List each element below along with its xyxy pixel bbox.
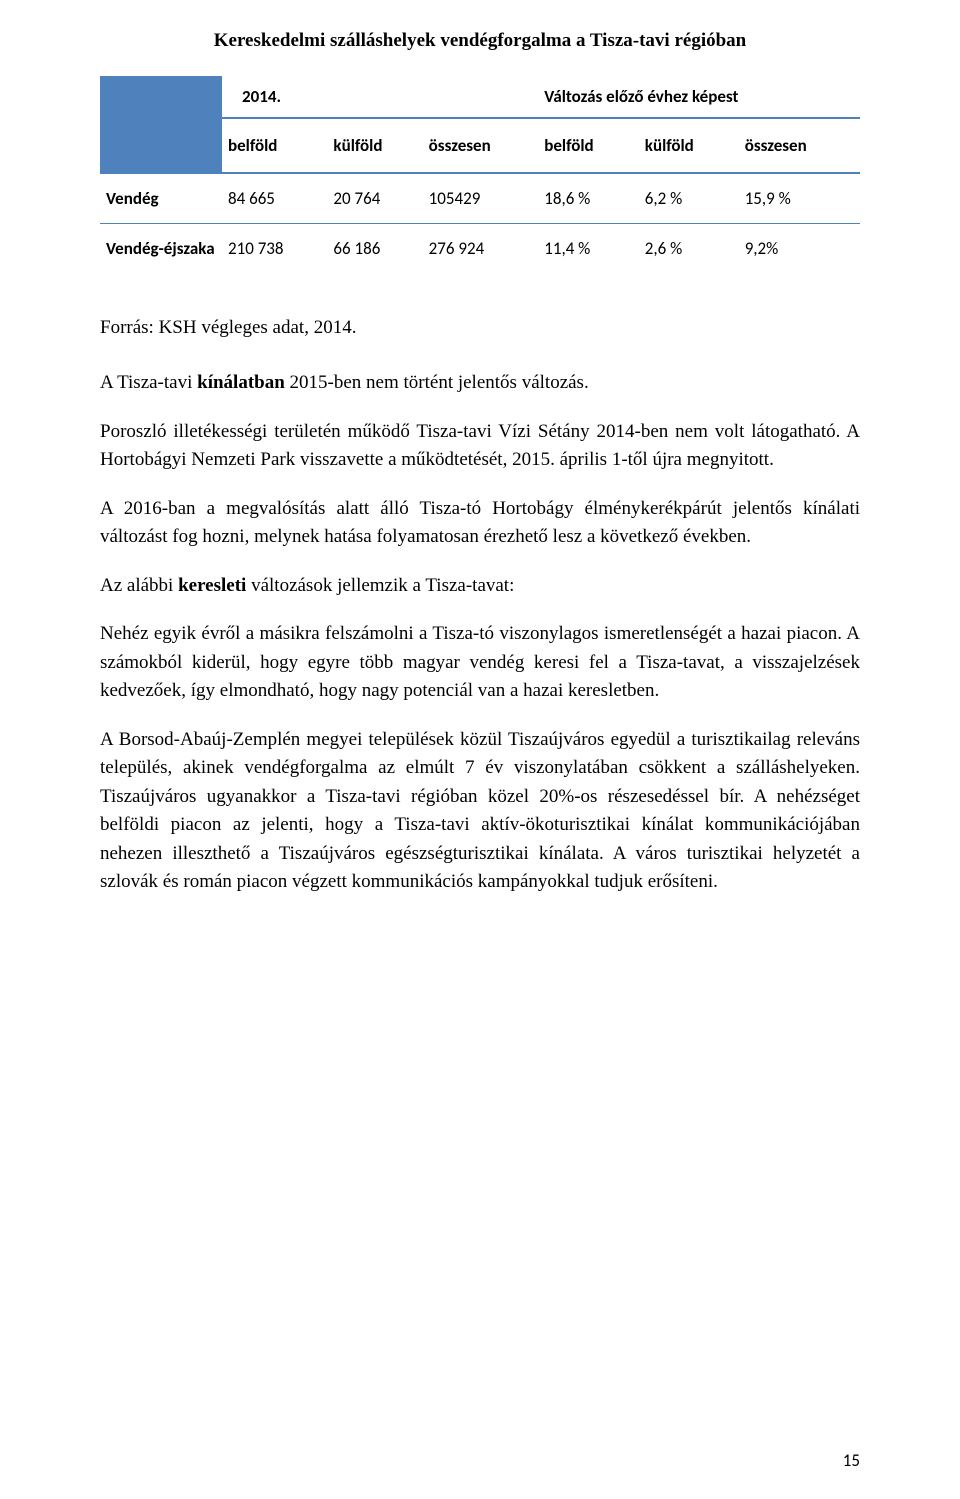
table-change-header: Változás előző évhez képest bbox=[538, 76, 860, 118]
table-col-header: belföld bbox=[222, 118, 327, 173]
text-bold: kínálatban bbox=[197, 372, 285, 393]
table-cell: 210 738 bbox=[222, 224, 327, 274]
text-run: 2015-ben nem történt jelentős változás. bbox=[285, 372, 589, 393]
table-corner-cell bbox=[100, 76, 222, 118]
text-bold: keresleti bbox=[178, 575, 246, 596]
source-note: Forrás: KSH végleges adat, 2014. bbox=[100, 317, 860, 339]
table-cell: 18,6 % bbox=[538, 173, 639, 223]
document-page: Kereskedelmi szálláshelyek vendégforgalm… bbox=[0, 0, 960, 1499]
table-row-label: Vendég-éjszaka bbox=[100, 224, 222, 274]
page-number: 15 bbox=[843, 1450, 860, 1471]
table-cell: 6,2 % bbox=[639, 173, 739, 223]
table-cell: 276 924 bbox=[423, 224, 539, 274]
table-col-header: összesen bbox=[739, 118, 860, 173]
table-corner-cell bbox=[100, 118, 222, 173]
text-run: Az alábbi bbox=[100, 575, 178, 596]
paragraph: A Tisza-tavi kínálatban 2015-ben nem tör… bbox=[100, 369, 860, 398]
table-cell: 15,9 % bbox=[739, 173, 860, 223]
table-cell: 84 665 bbox=[222, 173, 327, 223]
table-col-header: külföld bbox=[639, 118, 739, 173]
table-cell: 20 764 bbox=[327, 173, 422, 223]
table-cell: 11,4 % bbox=[538, 224, 639, 274]
paragraph: Nehéz egyik évről a másikra felszámolni … bbox=[100, 620, 860, 706]
paragraph: A 2016-ban a megvalósítás alatt álló Tis… bbox=[100, 495, 860, 552]
page-title: Kereskedelmi szálláshelyek vendégforgalm… bbox=[100, 30, 860, 52]
table-cell: 66 186 bbox=[327, 224, 422, 274]
table-cell: 2,6 % bbox=[639, 224, 739, 274]
table-col-header: külföld bbox=[327, 118, 422, 173]
table-header-top: 2014. Változás előző évhez képest bbox=[100, 76, 860, 118]
table-cell: 105429 bbox=[423, 173, 539, 223]
table-row: Vendég-éjszaka 210 738 66 186 276 924 11… bbox=[100, 224, 860, 274]
table-row: Vendég 84 665 20 764 105429 18,6 % 6,2 %… bbox=[100, 173, 860, 223]
paragraph: A Borsod-Abaúj-Zemplén megyei települése… bbox=[100, 726, 860, 897]
paragraph: Az alábbi keresleti változások jellemzik… bbox=[100, 572, 860, 601]
table-col-header: összesen bbox=[423, 118, 539, 173]
data-table: 2014. Változás előző évhez képest belföl… bbox=[100, 76, 860, 273]
table-row-label: Vendég bbox=[100, 173, 222, 223]
table-col-header: belföld bbox=[538, 118, 639, 173]
text-run: A Tisza-tavi bbox=[100, 372, 197, 393]
table-year-header: 2014. bbox=[222, 76, 538, 118]
table-cell: 9,2% bbox=[739, 224, 860, 274]
paragraph: Poroszló illetékességi területén működő … bbox=[100, 418, 860, 475]
table-header-sub: belföld külföld összesen belföld külföld… bbox=[100, 118, 860, 173]
text-run: változások jellemzik a Tisza-tavat: bbox=[246, 575, 514, 596]
